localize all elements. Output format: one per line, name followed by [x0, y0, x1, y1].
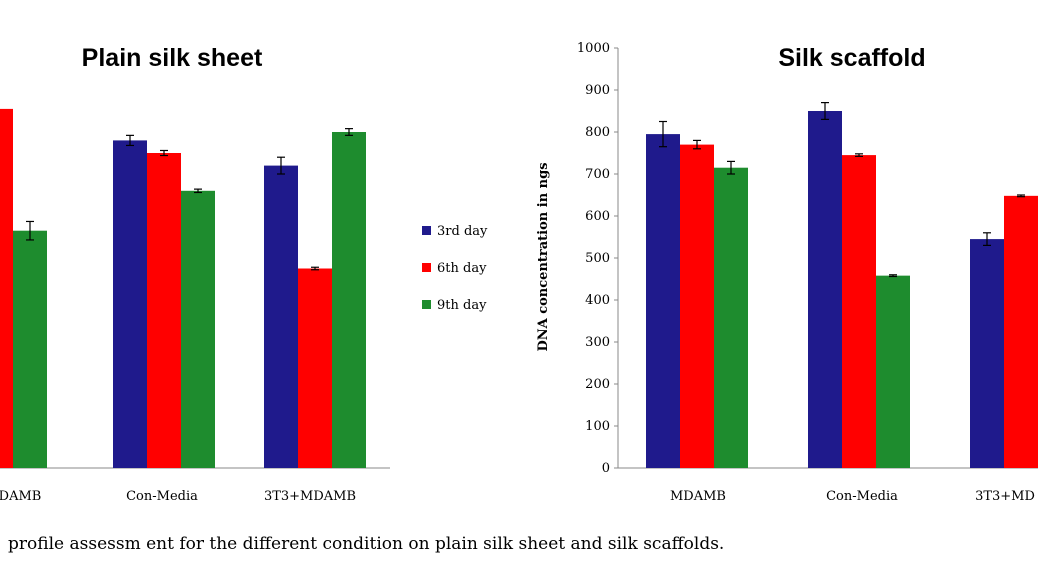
y-tick-label: 400 [585, 293, 610, 308]
legend-label: 9th day [437, 298, 487, 313]
legend-label: 6th day [437, 261, 487, 276]
bar [147, 153, 181, 468]
figure-caption: profile assessm ent for the different co… [8, 534, 724, 554]
y-tick-label: 900 [585, 83, 610, 98]
bar [680, 145, 714, 468]
bar [646, 134, 680, 468]
silk-scaffold-chart: Silk scaffold DNA concentration in ngs 0… [536, 41, 1038, 504]
y-tick-label: 1000 [577, 41, 610, 56]
y-axis-label: DNA concentration in ngs [536, 162, 551, 351]
legend-label: 3rd day [437, 224, 488, 239]
legend-swatch [422, 226, 431, 235]
plain-silk-sheet-chart: Plain silk sheet DAMB Con-Media 3T3+MDAMB [0, 44, 390, 504]
y-tick-label: 200 [585, 377, 610, 392]
category-label: 3T3+MDAMB [264, 489, 356, 504]
bar [714, 168, 748, 468]
bar [13, 231, 47, 468]
chart-title: Plain silk sheet [82, 44, 263, 72]
bar [842, 155, 876, 468]
y-tick-label: 800 [585, 125, 610, 140]
bar [113, 140, 147, 468]
bar [970, 239, 1004, 468]
category-label: MDAMB [670, 489, 726, 504]
y-tick-label: 700 [585, 167, 610, 182]
bar [876, 276, 910, 468]
chart-title: Silk scaffold [778, 44, 925, 72]
figure: Plain silk sheet DAMB Con-Media 3T3+MDAMB … [0, 0, 1038, 576]
y-tick-label: 0 [602, 461, 610, 476]
bar [1004, 196, 1038, 468]
category-label: Con-Media [126, 489, 198, 504]
legend-swatch [422, 263, 431, 272]
y-tick-label: 100 [585, 419, 610, 434]
bar [0, 109, 13, 468]
category-label: 3T3+MD [975, 489, 1035, 504]
legend: 3rd day 6th day 9th day [422, 224, 488, 313]
y-tick-label: 600 [585, 209, 610, 224]
legend-swatch [422, 300, 431, 309]
bar [808, 111, 842, 468]
bar [264, 166, 298, 468]
y-tick-label: 300 [585, 335, 610, 350]
bar [298, 269, 332, 469]
bar [332, 132, 366, 468]
category-label: DAMB [0, 489, 41, 504]
category-label: Con-Media [826, 489, 898, 504]
y-tick-label: 500 [585, 251, 610, 266]
bar [181, 191, 215, 468]
